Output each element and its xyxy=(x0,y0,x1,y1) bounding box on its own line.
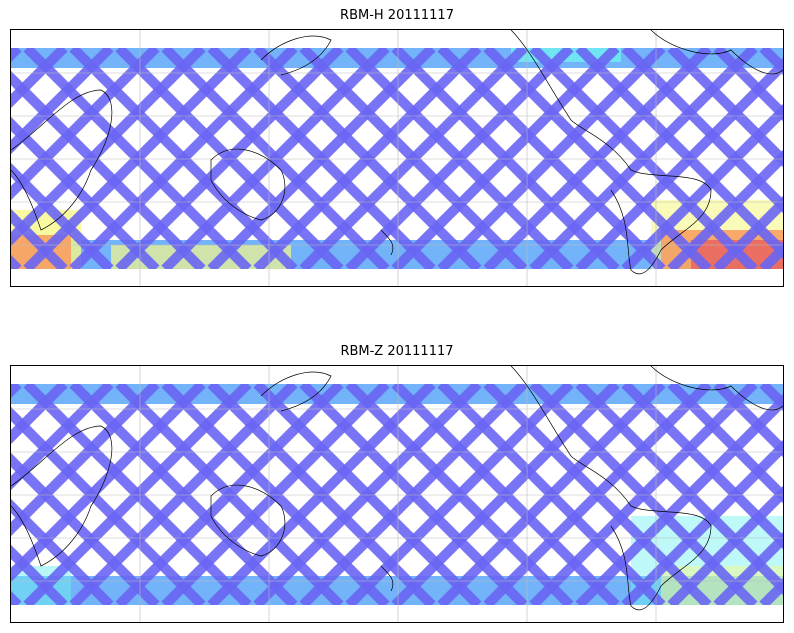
descending-swath xyxy=(483,48,712,269)
descending-swath xyxy=(299,48,528,269)
descending-swath xyxy=(11,384,114,491)
descending-swath xyxy=(575,393,783,605)
coastline xyxy=(11,89,113,231)
descending-swath xyxy=(437,384,666,605)
coastline xyxy=(260,35,332,76)
descending-swath xyxy=(345,48,574,269)
panel-title-rbm-h: RBM-H 20111117 xyxy=(340,8,454,23)
descending-swath xyxy=(23,384,252,605)
ascending-swath xyxy=(713,48,783,122)
swath-map-rbm-z xyxy=(11,366,783,622)
ascending-swath xyxy=(11,162,114,269)
descending-swath xyxy=(11,48,68,109)
descending-swath xyxy=(11,384,160,537)
coastline xyxy=(650,30,783,75)
descending-swath xyxy=(299,384,528,605)
descending-swath xyxy=(713,531,783,605)
descending-swath xyxy=(253,384,482,605)
descending-swath xyxy=(207,48,436,269)
descending-swath xyxy=(207,384,436,605)
coastline xyxy=(380,565,394,592)
descending-swath xyxy=(621,439,783,605)
descending-swath xyxy=(161,48,390,269)
descending-swath xyxy=(667,149,783,269)
descending-swath xyxy=(529,48,758,269)
coastline xyxy=(650,366,783,411)
descending-swath xyxy=(11,384,206,583)
coastline xyxy=(380,229,394,256)
ascending-swath xyxy=(713,384,783,458)
descending-swath xyxy=(69,48,298,269)
descending-swath xyxy=(11,48,160,201)
ascending-swath xyxy=(11,208,68,269)
descending-swath xyxy=(253,48,482,269)
descending-swath xyxy=(69,384,298,605)
descending-swath xyxy=(667,485,783,605)
descending-swath xyxy=(11,384,68,445)
map-panel-rbm-z xyxy=(10,365,784,623)
coastline xyxy=(510,30,712,275)
panel-title-rbm-z: RBM-Z 20111117 xyxy=(340,344,454,359)
descending-swath xyxy=(713,195,783,269)
descending-swath xyxy=(391,384,620,605)
coastline xyxy=(210,148,286,221)
swath-map-rbm-h xyxy=(11,30,783,286)
descending-swath xyxy=(437,48,666,269)
descending-swath xyxy=(11,48,114,155)
descending-swath xyxy=(23,48,252,269)
swath-group xyxy=(11,384,783,605)
ascending-swath xyxy=(11,544,68,605)
descending-swath xyxy=(11,48,206,247)
swath-group xyxy=(11,48,783,269)
descending-swath xyxy=(161,384,390,605)
descending-swath xyxy=(391,48,620,269)
descending-swath xyxy=(345,384,574,605)
descending-swath xyxy=(575,57,783,269)
map-panel-rbm-h xyxy=(10,29,784,287)
coastline xyxy=(11,425,113,567)
ascending-swath xyxy=(11,498,114,605)
coastline xyxy=(510,366,712,611)
descending-swath xyxy=(621,103,783,269)
coastline xyxy=(210,484,286,557)
descending-swath xyxy=(529,384,758,605)
descending-swath xyxy=(483,384,712,605)
descending-swath xyxy=(115,48,344,269)
descending-swath xyxy=(115,384,344,605)
coastline xyxy=(260,371,332,412)
